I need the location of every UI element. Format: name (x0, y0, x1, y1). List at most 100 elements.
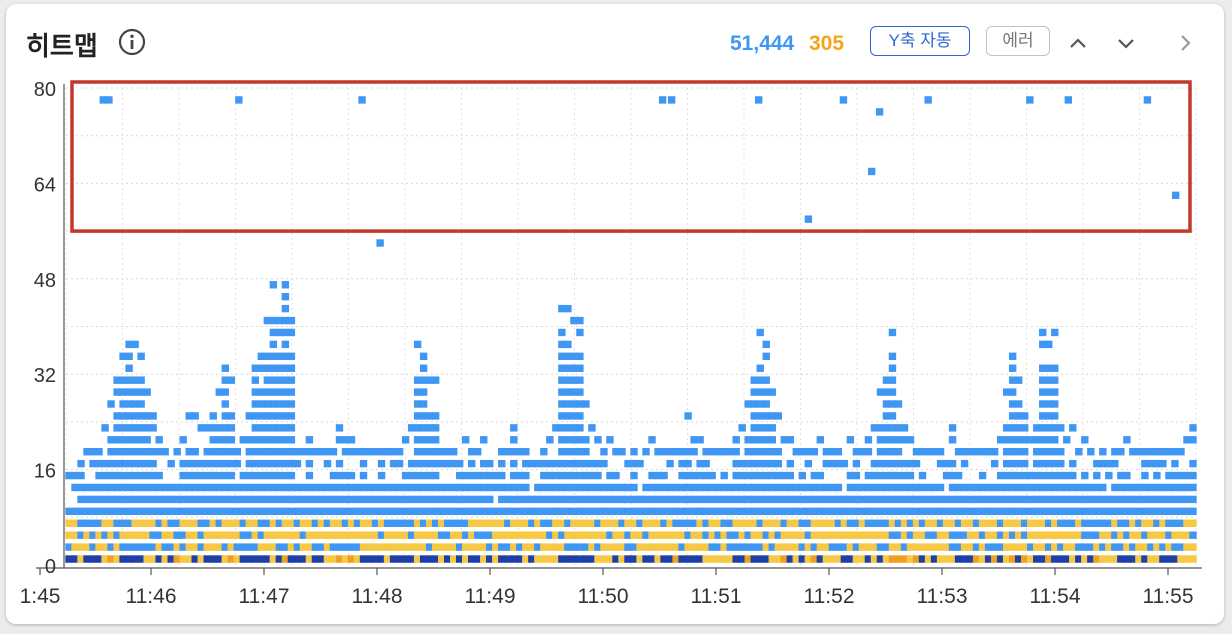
heatmap-cell (251, 388, 260, 396)
heatmap-cell (401, 436, 410, 444)
heatmap-cell (768, 448, 776, 456)
heatmap-cell (119, 531, 127, 539)
heatmap-cell (293, 555, 302, 563)
heatmap-cell (1057, 448, 1065, 456)
heatmap-cell (564, 448, 572, 456)
heatmap-cell (882, 543, 891, 551)
heatmap-cell (407, 459, 416, 468)
heatmap-cell (431, 543, 440, 551)
heatmap-cell (648, 483, 656, 492)
heatmap-cell (353, 448, 362, 456)
heatmap-cell (672, 519, 680, 527)
heatmap-cell (882, 400, 891, 408)
heatmap-cell (882, 424, 891, 432)
chevron-up-icon[interactable] (1065, 30, 1091, 56)
heatmap-cell (492, 471, 500, 480)
heatmap-cell (401, 531, 410, 539)
heatmap-cell (1020, 507, 1029, 516)
heatmap-cell (1027, 507, 1035, 516)
heatmap-cell (618, 519, 626, 527)
heatmap-cell (359, 459, 368, 468)
heatmap-cell (353, 555, 362, 563)
heatmap-cell (780, 483, 788, 492)
chevron-down-icon[interactable] (1113, 30, 1139, 56)
heatmap-cell (281, 340, 290, 349)
heatmap-cell (990, 495, 999, 504)
error-filter-button[interactable]: 에러 (986, 26, 1050, 56)
heatmap-cell (305, 555, 314, 563)
heatmap-cell (732, 495, 740, 504)
heatmap-cell (804, 519, 813, 527)
heatmap-cell (618, 543, 626, 551)
heatmap-cell (1039, 459, 1047, 468)
chevron-right-icon[interactable] (1172, 30, 1198, 56)
heatmap-cell (1033, 531, 1041, 539)
heatmap-cell (1057, 531, 1065, 539)
heatmap-cell (209, 459, 217, 468)
heatmap-cell (431, 471, 440, 480)
heatmap-cell (251, 519, 260, 527)
heatmap-cell (419, 555, 428, 563)
heatmap-cell (317, 448, 326, 456)
heatmap-cell (684, 543, 692, 551)
heatmap-cell (401, 543, 410, 551)
heatmap-cell (534, 459, 542, 468)
heatmap-cell (1014, 400, 1023, 408)
heatmap-cell (1008, 412, 1017, 420)
x-tick-label: 11:55 (1143, 585, 1194, 608)
heatmap-cell (504, 483, 512, 492)
heatmap-cell (239, 531, 248, 539)
y-axis-auto-button[interactable]: Y축 자동 (870, 26, 970, 56)
heatmap-cell (738, 495, 746, 504)
heatmap-cell (269, 543, 278, 551)
heatmap-cell (275, 364, 284, 372)
selection-box[interactable] (70, 80, 1192, 233)
heatmap-cell (798, 555, 807, 563)
heatmap-cell (1141, 543, 1149, 551)
heatmap-cell (996, 495, 1005, 504)
heatmap-cell (107, 507, 115, 516)
heatmap-cell (383, 519, 392, 527)
heatmap-cell (251, 412, 260, 420)
heatmap-cell (696, 555, 704, 563)
heatmap-cell (287, 400, 296, 408)
heatmap-cell (311, 483, 320, 492)
heatmap-cell (191, 507, 199, 516)
heatmap-cell (1111, 507, 1119, 516)
heatmap-cell (906, 519, 915, 527)
heatmap-cell (708, 448, 716, 456)
heatmap-cell (335, 519, 344, 527)
heatmap-cell (143, 483, 151, 492)
heatmap-cell (882, 483, 891, 492)
heatmap-cell (1039, 507, 1047, 516)
heatmap-cell (564, 459, 572, 468)
heatmap-cell (666, 519, 674, 527)
heatmap-cell (203, 483, 211, 492)
heatmap-cell (365, 495, 374, 504)
heatmap-cell (203, 555, 211, 563)
heatmap-cell (720, 448, 728, 456)
heatmap-cell (1039, 483, 1047, 492)
heatmap-cell (221, 459, 229, 468)
heatmap-cell (672, 495, 680, 504)
heatmap-cell (101, 507, 109, 516)
heatmap-cell (882, 495, 891, 504)
heatmap-cell (209, 412, 217, 420)
heatmap-cell (762, 400, 770, 408)
heatmap-cell (83, 448, 91, 456)
info-icon[interactable] (118, 28, 146, 56)
heatmap-cell (762, 352, 770, 361)
heatmap-cell (407, 483, 416, 492)
heatmap-cell (1039, 436, 1047, 444)
heatmap-cell (756, 459, 764, 468)
heatmap-cell (311, 543, 320, 551)
heatmap-cell (323, 459, 332, 468)
heatmap-cell (552, 507, 560, 516)
heatmap-cell (341, 507, 350, 516)
heatmap-cell (936, 495, 945, 504)
heatmap-cell (317, 483, 326, 492)
heatmap-cell (906, 483, 915, 492)
heatmap-cell (654, 483, 662, 492)
heatmap-cell (528, 519, 536, 527)
